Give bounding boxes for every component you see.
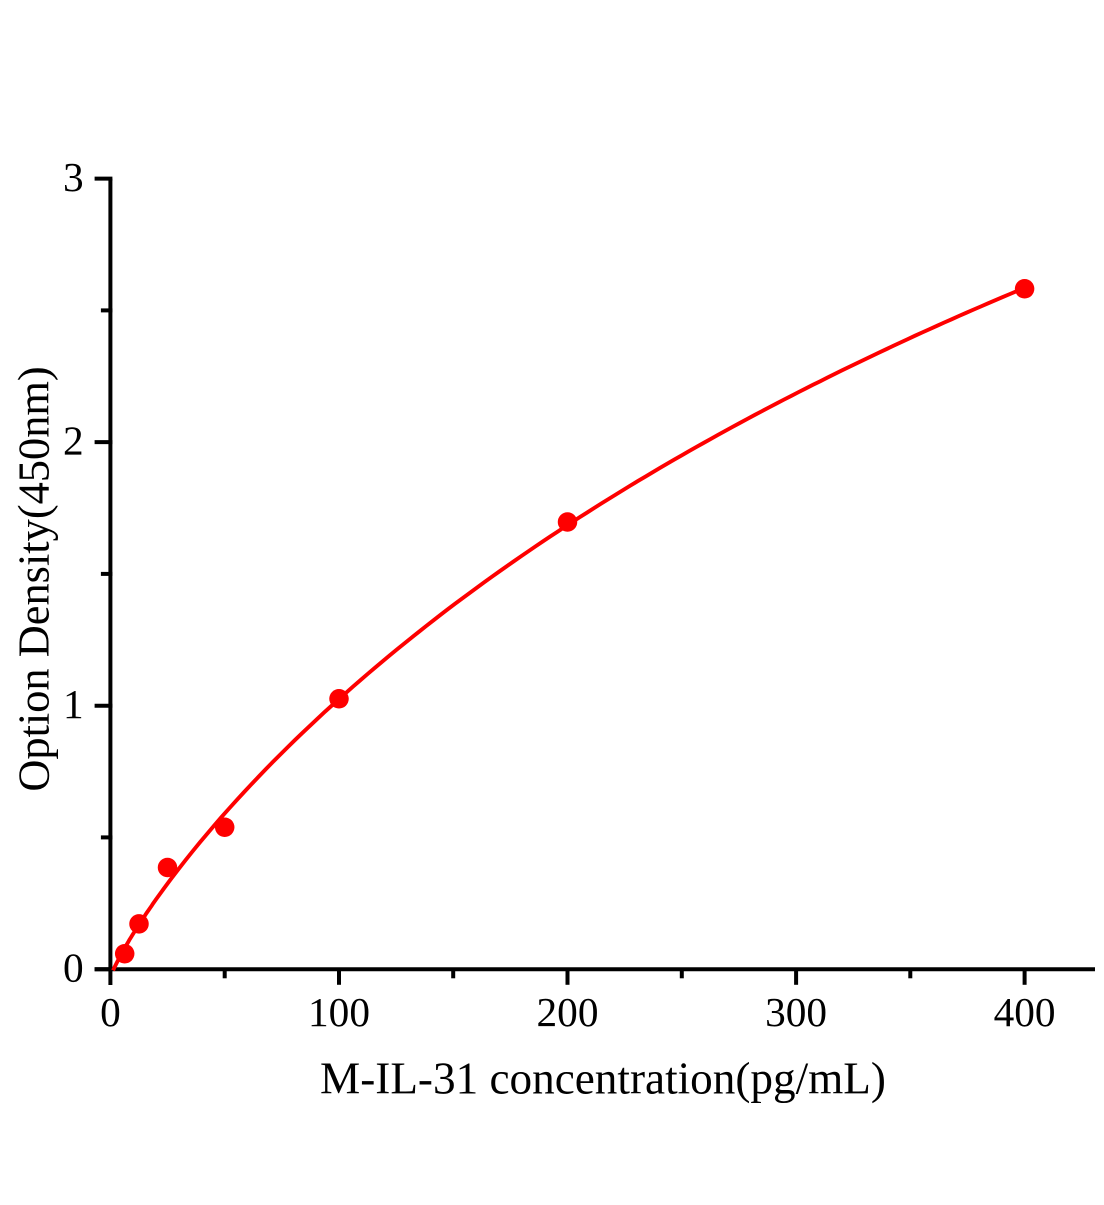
svg-text:M-IL-31 concentration(pg/mL): M-IL-31 concentration(pg/mL) bbox=[320, 1054, 886, 1104]
svg-text:200: 200 bbox=[537, 989, 599, 1035]
svg-text:300: 300 bbox=[765, 989, 827, 1035]
svg-text:Option Density(450nm): Option Density(450nm) bbox=[9, 366, 59, 791]
svg-text:400: 400 bbox=[994, 989, 1056, 1035]
svg-text:3: 3 bbox=[63, 154, 84, 200]
svg-text:0: 0 bbox=[63, 944, 84, 990]
svg-text:0: 0 bbox=[100, 989, 121, 1035]
svg-text:2: 2 bbox=[63, 417, 84, 463]
svg-text:100: 100 bbox=[308, 989, 370, 1035]
svg-text:1: 1 bbox=[63, 681, 84, 727]
